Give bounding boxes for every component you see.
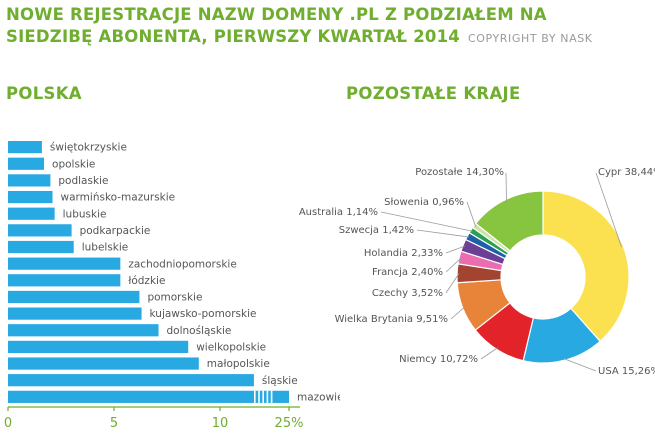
slice-label: Pozostałe 14,30% [415,167,504,178]
bar-label-3: podlaskie [58,175,108,187]
title-line-2: SIEDZIBĘ ABONENTA, PIERWSZY KWARTAŁ 2014… [6,26,651,50]
leader-line [445,273,460,294]
slice-label: Australia 1,14% [299,207,378,218]
leader-line [450,306,465,320]
bar-label-5: lubuskie [63,208,107,220]
slice-label: Holandia 2,33% [364,248,443,259]
bar-6 [8,224,72,237]
bar-9 [8,274,121,287]
bar-label-2: opolskie [52,158,95,170]
bar-4 [8,190,53,204]
x-tick-label: 0 [4,416,12,431]
leader-line [563,358,597,372]
bar-5 [8,207,55,220]
x-tick-label: 10 [212,416,229,431]
axis-break-stripe [258,390,260,403]
slice-label: Cypr 38,44% [598,167,655,178]
bar-label-9: łódzkie [128,275,165,287]
slice-label: USA 15,26% [598,366,655,377]
axis-break-stripe [270,390,273,403]
bar-label-16: mazowieckie [297,391,340,403]
bar-7 [8,240,74,254]
bar-11 [8,307,142,320]
copyright-text: COPYRIGHT BY NASK [467,32,593,45]
bar-10 [8,290,140,304]
bar-15 [8,374,254,387]
bar-2 [8,157,45,170]
bar-14 [8,357,199,370]
bar-label-10: pomorskie [147,292,202,304]
leader-line [466,201,477,227]
slice-label: Czechy 3,52% [372,288,443,299]
leader-line [595,172,622,248]
leader-line [380,211,473,232]
slice-cypr [542,190,630,343]
bar-3 [8,174,51,187]
slice-label: Francja 2,40% [372,267,443,278]
title-line-2-text: SIEDZIBĘ ABONENTA, PIERWSZY KWARTAŁ 2014 [6,27,460,46]
slice-label: Wielka Brytania 9,51% [335,314,448,325]
bar-1 [8,141,42,154]
bar-12 [8,324,159,337]
axis-break-stripe [262,390,264,403]
bar-label-15: śląskie [262,375,298,387]
bar-label-6: podkarpackie [80,225,151,237]
slice-label: Niemcy 10,72% [399,354,478,365]
chart-title: NOWE REJESTRACJE NAZW DOMENY .PL Z PODZI… [6,4,651,50]
x-tick-label: 25% [275,416,304,431]
poland-bar-chart: świętokrzyskie opolskie podlaskie warmińsko… [4,141,340,431]
bar-13 [8,340,189,353]
section-title-other-countries: POZOSTAŁE KRAJE [346,84,521,103]
bar-label-13: wielkopolskie [196,342,266,354]
leader-line [505,172,507,202]
x-tick-label: 5 [110,416,118,431]
bar-label-1: świętokrzyskie [50,142,127,154]
bar-8 [8,257,121,270]
bar-label-7: lubelskie [82,242,129,254]
leader-line [445,257,462,273]
axis-break-stripe [266,390,269,403]
slice-label: Słowenia 0,96% [384,197,464,208]
slice-pozostałe [474,190,544,252]
leader-line [445,245,466,254]
title-line-1: NOWE REJESTRACJE NAZW DOMENY .PL Z PODZI… [6,5,547,24]
leader-line [480,347,498,360]
slice-label: Szwecja 1,42% [339,225,414,236]
axis-break-stripe [254,390,256,403]
bar-label-14: małopolskie [207,358,270,370]
bar-label-4: warmińsko-mazurskie [61,192,176,204]
bar-label-8: zachodniopomorskie [128,258,236,270]
section-title-poland: POLSKA [6,84,82,103]
leader-line [416,229,470,238]
bar-label-11: kujawsko-pomorskie [150,308,257,320]
bar-16 [8,390,289,403]
bar-label-12: dolnośląskie [167,325,232,337]
